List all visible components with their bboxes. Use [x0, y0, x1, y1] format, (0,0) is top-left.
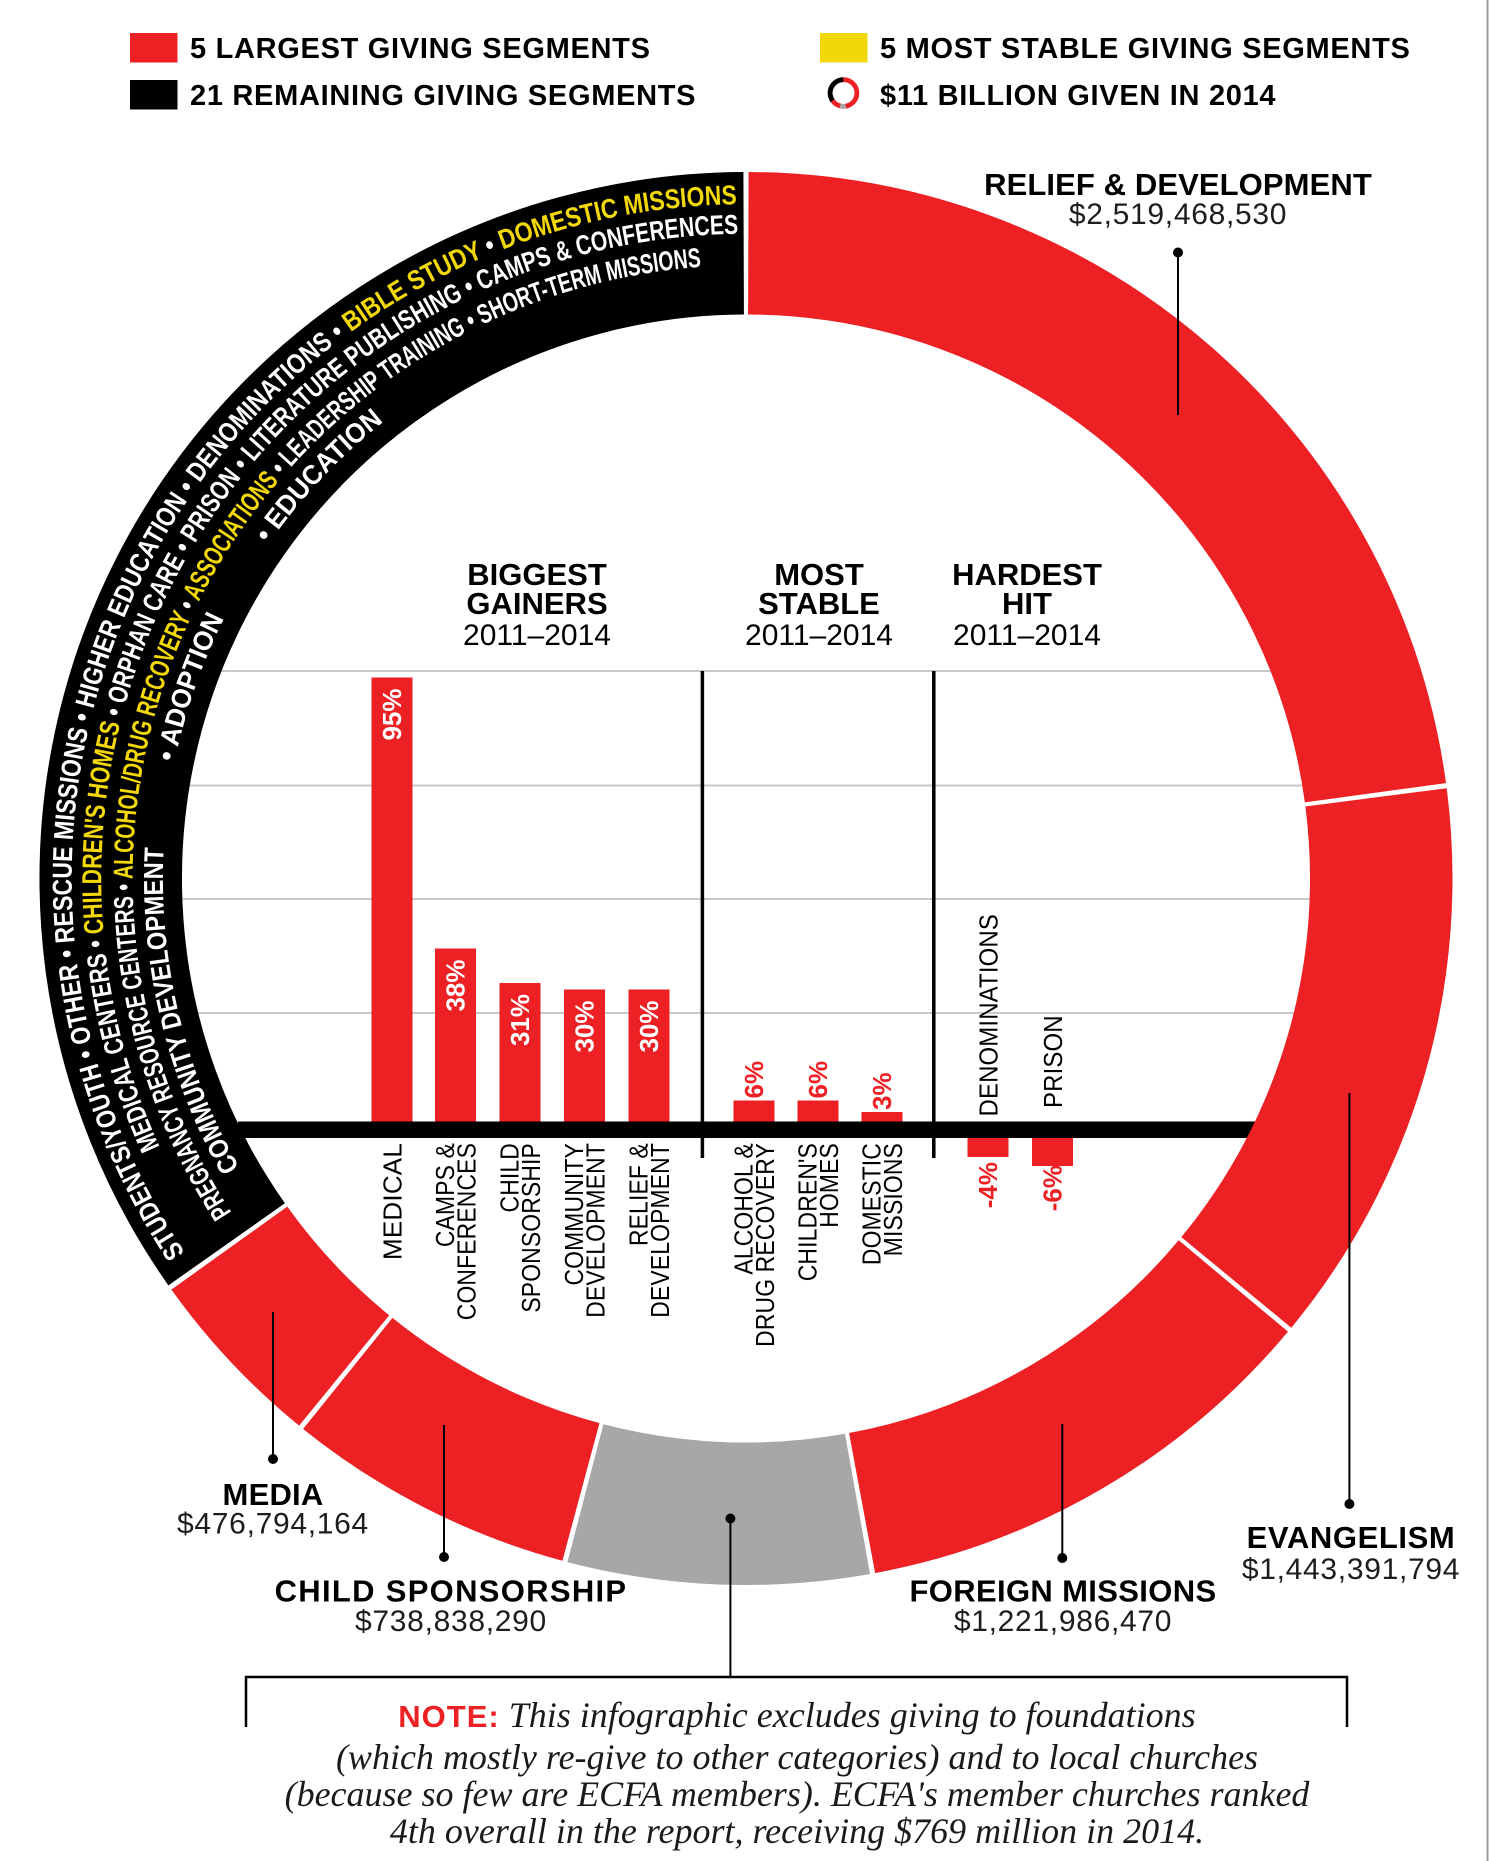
svg-text:6%: 6%: [803, 1061, 833, 1099]
svg-text:2011–2014: 2011–2014: [463, 619, 611, 652]
svg-text:$738,838,290: $738,838,290: [355, 1605, 547, 1638]
svg-text:MOST: MOST: [774, 557, 864, 592]
svg-text:EVANGELISM: EVANGELISM: [1247, 1520, 1456, 1555]
svg-text:RELIEF & DEVELOPMENT: RELIEF & DEVELOPMENT: [984, 167, 1372, 202]
svg-text:$11 BILLION GIVEN IN 2014: $11 BILLION GIVEN IN 2014: [880, 80, 1276, 112]
svg-text:COMMUNITY: COMMUNITY: [561, 1143, 590, 1286]
svg-text:CHILD: CHILD: [496, 1143, 525, 1212]
svg-text:STABLE: STABLE: [758, 586, 880, 621]
svg-text:CAMPS &: CAMPS &: [432, 1143, 461, 1247]
svg-text:-4%: -4%: [973, 1162, 1003, 1208]
svg-text:SPONSORSHIP: SPONSORSHIP: [518, 1143, 547, 1313]
svg-text:38%: 38%: [441, 960, 471, 1012]
svg-text:DRUG RECOVERY: DRUG RECOVERY: [752, 1143, 781, 1347]
svg-text:RELIEF &: RELIEF &: [625, 1143, 654, 1246]
svg-text:2011–2014: 2011–2014: [745, 619, 893, 652]
svg-text:FOREIGN MISSIONS: FOREIGN MISSIONS: [909, 1574, 1216, 1609]
svg-text:CHILDREN'S: CHILDREN'S: [794, 1143, 823, 1281]
svg-text:(which mostly re-give to other: (which mostly re-give to other categorie…: [336, 1737, 1258, 1777]
svg-text:2011–2014: 2011–2014: [953, 619, 1101, 652]
svg-text:MISSIONS: MISSIONS: [880, 1143, 909, 1256]
svg-text:$476,794,164: $476,794,164: [177, 1508, 369, 1541]
svg-text:-6%: -6%: [1038, 1165, 1068, 1211]
svg-text:$1,443,391,794: $1,443,391,794: [1242, 1553, 1460, 1586]
svg-text:BIGGEST: BIGGEST: [467, 557, 607, 592]
svg-text:DOMESTIC: DOMESTIC: [858, 1143, 887, 1265]
svg-text:3%: 3%: [867, 1072, 897, 1110]
svg-text:5 MOST STABLE GIVING SEGMENTS: 5 MOST STABLE GIVING SEGMENTS: [880, 33, 1411, 65]
svg-text:MEDIA: MEDIA: [223, 1477, 324, 1512]
svg-text:NOTE: This infographic exclude: NOTE: This infographic excludes giving t…: [398, 1695, 1195, 1735]
svg-text:DEVELOPMENT: DEVELOPMENT: [647, 1143, 676, 1318]
svg-text:HARDEST: HARDEST: [952, 557, 1102, 592]
svg-text:CHILD SPONSORSHIP: CHILD SPONSORSHIP: [275, 1574, 628, 1609]
svg-text:(because so few are ECFA membe: (because so few are ECFA members). ECFA'…: [285, 1774, 1311, 1814]
svg-text:GAINERS: GAINERS: [466, 586, 607, 621]
svg-text:31%: 31%: [505, 994, 535, 1046]
svg-text:HIT: HIT: [1002, 586, 1052, 621]
svg-text:30%: 30%: [634, 1001, 664, 1053]
svg-text:4th overall in the report, rec: 4th overall in the report, receiving $76…: [390, 1811, 1204, 1851]
svg-text:21 REMAINING GIVING SEGMENTS: 21 REMAINING GIVING SEGMENTS: [190, 80, 696, 112]
svg-text:30%: 30%: [570, 1001, 600, 1053]
svg-text:5 LARGEST GIVING SEGMENTS: 5 LARGEST GIVING SEGMENTS: [190, 33, 651, 65]
svg-text:$2,519,468,530: $2,519,468,530: [1069, 198, 1287, 231]
svg-text:DENOMINATIONS: DENOMINATIONS: [975, 914, 1004, 1117]
svg-text:MEDICAL: MEDICAL: [378, 1143, 408, 1260]
svg-text:95%: 95%: [377, 689, 407, 741]
svg-text:CONFERENCES: CONFERENCES: [453, 1143, 482, 1320]
svg-text:6%: 6%: [739, 1061, 769, 1099]
svg-text:PRISON: PRISON: [1039, 1015, 1068, 1108]
svg-text:ALCOHOL &: ALCOHOL &: [730, 1143, 759, 1275]
svg-text:HOMES: HOMES: [816, 1143, 845, 1228]
svg-text:DEVELOPMENT: DEVELOPMENT: [582, 1143, 611, 1318]
svg-text:$1,221,986,470: $1,221,986,470: [954, 1605, 1172, 1638]
